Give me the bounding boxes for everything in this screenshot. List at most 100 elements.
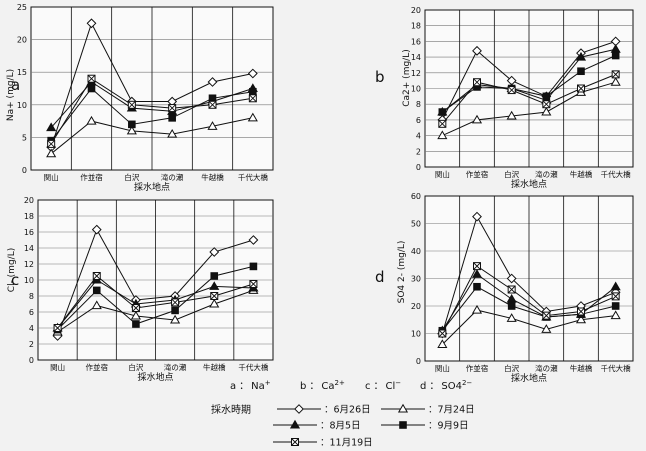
data-point [86, 115, 97, 125]
legend-marker [291, 438, 299, 446]
series-line [57, 228, 254, 337]
y-tick-label: 16 [24, 228, 34, 237]
data-point [247, 112, 258, 122]
data-point-cross [210, 292, 219, 300]
data-point [170, 314, 181, 324]
data-point [575, 51, 587, 61]
x-tick-label: 滝の瀬 [535, 363, 558, 373]
y-tick-label: 20 [24, 196, 34, 205]
y-tick-label: 18 [24, 212, 34, 221]
y-tick-label: 50 [411, 220, 421, 229]
series-line [50, 78, 253, 145]
data-point [577, 84, 585, 93]
series-line [441, 286, 616, 332]
data-point [507, 302, 516, 310]
data-point [209, 298, 220, 308]
data-point-cross [611, 292, 620, 301]
x-tick-label: 関山 [50, 362, 65, 372]
data-point [86, 18, 97, 29]
data-point [473, 282, 481, 291]
ion-key-d: d： SO42− [420, 379, 472, 392]
data-point-cross [87, 74, 96, 83]
y-tick-label: 12 [24, 260, 34, 269]
data-point [209, 247, 220, 257]
data-point [247, 68, 258, 79]
series-line [441, 73, 616, 125]
data-point-cross [92, 272, 101, 280]
data-point [171, 298, 180, 307]
y-axis-title: SO4 2- (mg/L) [397, 241, 407, 304]
data-point [249, 262, 258, 271]
x-axis-title: 採水地点 [134, 181, 170, 193]
y-tick-label: 2 [29, 340, 34, 349]
data-point-cross [577, 84, 585, 93]
data-point-cross [53, 324, 62, 332]
data-point [541, 324, 552, 333]
y-tick-label: 0 [416, 163, 421, 172]
legend-item-2: ：8月5日 [273, 419, 361, 432]
ion-key-c: c： Cl− [365, 379, 401, 392]
series-line [50, 117, 253, 155]
legend-item-4: ：11月19日 [273, 438, 373, 449]
y-tick-label: 5 [22, 133, 27, 142]
legend-marker [294, 404, 304, 414]
y-axis-title: Na+ (mg/L) [6, 69, 16, 121]
data-point-cross [132, 304, 140, 312]
x-tick-label: 関山 [435, 363, 450, 373]
data-point [210, 292, 219, 300]
data-point [249, 87, 257, 96]
data-point-cross [438, 329, 447, 338]
x-tick-label: 滝の瀬 [161, 172, 184, 182]
x-tick-label: 滝の瀬 [535, 169, 558, 179]
y-tick-label: 0 [22, 166, 27, 175]
data-point [92, 286, 101, 295]
data-point [506, 293, 517, 303]
data-point-cross [577, 307, 585, 316]
y-tick-label: 2 [416, 147, 421, 156]
panel-label: c [11, 271, 19, 289]
y-tick-label: 16 [411, 37, 421, 46]
legend-marker [289, 419, 301, 429]
y-tick-label: 10 [24, 276, 34, 285]
legend-title: 採水時期 [211, 403, 251, 416]
y-tick-label: 10 [411, 330, 421, 339]
y-tick-label: 10 [411, 85, 421, 94]
data-point [575, 314, 587, 324]
data-point [438, 119, 447, 128]
data-point [506, 313, 517, 322]
data-point [438, 108, 447, 116]
legend-marker [399, 421, 407, 429]
series-11-19 [438, 262, 620, 338]
x-axis-title: 採水地点 [511, 178, 547, 190]
x-tick-label: 牛越橋 [570, 169, 593, 179]
series-line [442, 55, 616, 113]
x-tick-label: 千代大橋 [601, 169, 631, 179]
legend-label: ：9月9日 [428, 421, 469, 432]
data-point [610, 77, 621, 86]
y-tick-label: 6 [416, 116, 421, 125]
data-point [471, 269, 483, 278]
panel-label: b [375, 68, 385, 86]
data-point-cross [542, 100, 551, 109]
data-point [92, 272, 101, 280]
data-point-cross [438, 120, 447, 128]
data-point [210, 272, 219, 280]
data-point-cross [611, 70, 620, 79]
data-point-cross [507, 86, 516, 94]
x-tick-label: 作並宿 [466, 363, 489, 373]
data-point [128, 120, 136, 129]
data-point [472, 45, 482, 56]
legend-marker-cross [291, 438, 299, 446]
y-tick-label: 8 [416, 100, 421, 109]
data-point [248, 94, 257, 103]
data-point [87, 84, 96, 93]
data-point-cross [542, 311, 551, 320]
legend-label: ：11月19日 [320, 438, 373, 449]
x-tick-label: 千代大橋 [238, 172, 268, 182]
x-tick-label: 白沢 [504, 169, 519, 179]
y-tick-label: 4 [416, 132, 421, 141]
data-point-cross [171, 298, 179, 307]
